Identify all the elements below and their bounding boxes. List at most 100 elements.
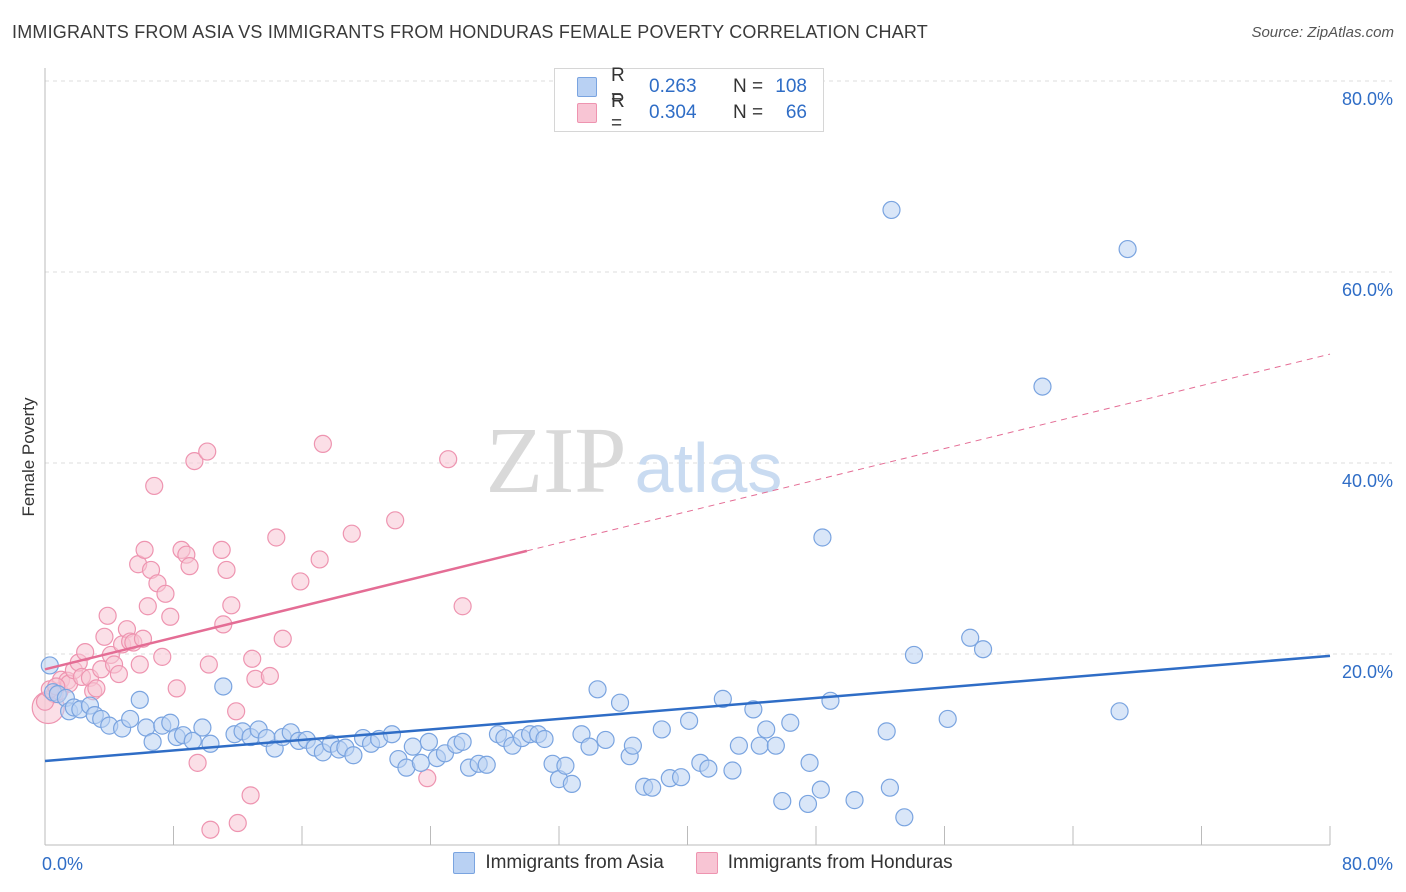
- honduras-point: [135, 540, 154, 560]
- honduras-point: [342, 524, 361, 543]
- honduras-point: [198, 442, 217, 461]
- asia-point: [813, 528, 832, 547]
- axes: [44, 68, 1331, 846]
- asia-point: [1118, 239, 1137, 259]
- r-value: 0.263: [649, 76, 697, 97]
- asia-point: [201, 734, 220, 753]
- honduras-point: [98, 606, 117, 625]
- legend-row-honduras: R = 0.304 N = 66: [577, 91, 807, 134]
- asia-point: [750, 736, 769, 755]
- tick-labels: 20.0% 40.0% 60.0% 80.0% 0.0% 80.0%: [42, 89, 1393, 874]
- y-tick-label: 80.0%: [1342, 89, 1393, 109]
- honduras-point: [227, 702, 246, 721]
- asia-point: [453, 732, 472, 751]
- honduras-point: [273, 629, 292, 648]
- asia-point: [811, 780, 830, 799]
- asia-point: [596, 730, 615, 750]
- asia-point: [961, 628, 980, 647]
- asia-point: [877, 722, 896, 741]
- asia-point: [556, 756, 575, 775]
- asia-point: [781, 713, 800, 732]
- legend-row-asia: R = 0.263 N = 108: [577, 65, 807, 108]
- asia-point: [845, 791, 864, 810]
- n-label: N =: [733, 102, 764, 123]
- asia-point: [411, 753, 430, 772]
- series-legend: Immigrants from Asia Immigrants from Hon…: [0, 852, 1406, 874]
- asia-point: [723, 761, 742, 780]
- honduras-swatch: [577, 103, 597, 123]
- n-value: 108: [775, 76, 807, 97]
- honduras-trend-line: [44, 549, 528, 671]
- y-tick-label: 60.0%: [1342, 280, 1393, 300]
- honduras-point: [201, 820, 220, 839]
- honduras-point: [180, 557, 199, 576]
- honduras-point: [243, 649, 262, 668]
- source-label: Source: ZipAtlas.com: [1251, 24, 1394, 41]
- asia-point: [143, 732, 162, 751]
- asia-point: [744, 700, 763, 719]
- asia-point: [130, 690, 149, 709]
- asia-point: [713, 689, 732, 708]
- asia-point: [1110, 702, 1129, 721]
- honduras-point: [418, 769, 437, 788]
- honduras-point: [188, 753, 207, 772]
- honduras-point: [199, 655, 218, 674]
- asia-point: [699, 759, 718, 778]
- asia-point: [821, 691, 840, 710]
- honduras-point: [95, 627, 114, 646]
- honduras-point: [109, 664, 128, 684]
- asia-point: [214, 677, 233, 696]
- honduras-point: [453, 597, 472, 616]
- legend-label-asia: Immigrants from Asia: [485, 852, 664, 873]
- honduras-point: [167, 679, 186, 698]
- asia-point: [580, 737, 599, 756]
- honduras-point: [217, 560, 236, 580]
- asia-point: [671, 768, 691, 787]
- honduras-point: [138, 597, 157, 616]
- asia-point: [882, 200, 901, 220]
- asia-point: [766, 736, 785, 755]
- honduras-point: [386, 511, 405, 530]
- honduras-series: [31, 434, 472, 839]
- asia-point: [652, 720, 671, 739]
- asia-point: [938, 709, 957, 729]
- honduras-point: [439, 450, 458, 469]
- honduras-point: [313, 434, 332, 453]
- honduras-point: [291, 572, 310, 591]
- honduras-point: [267, 528, 286, 547]
- asia-point: [344, 746, 363, 765]
- honduras-point: [310, 550, 329, 569]
- asia-trend-line: [44, 654, 1331, 763]
- honduras-point: [185, 451, 204, 471]
- asia-point: [773, 791, 792, 811]
- asia-series: [40, 200, 1137, 827]
- grid-lines: [45, 80, 1392, 655]
- asia-swatch: [577, 77, 597, 97]
- honduras-point: [145, 476, 164, 496]
- asia-point: [121, 709, 140, 729]
- asia-point: [193, 718, 212, 737]
- y-tick-label: 40.0%: [1342, 471, 1393, 491]
- r-value: 0.304: [649, 102, 697, 123]
- legend-item-asia: Immigrants from Asia: [453, 852, 664, 874]
- y-tick-label: 20.0%: [1342, 662, 1393, 682]
- honduras-point: [241, 786, 260, 805]
- asia-point: [798, 794, 818, 814]
- honduras-point: [161, 607, 180, 626]
- trend-lines: [44, 353, 1331, 763]
- honduras-swatch: [695, 852, 718, 874]
- r-label: R =: [611, 65, 625, 108]
- honduras-point: [87, 679, 106, 698]
- honduras-point: [222, 596, 241, 615]
- asia-point: [623, 736, 642, 755]
- asia-point: [757, 720, 776, 739]
- asia-point: [973, 640, 993, 659]
- asia-point: [729, 736, 749, 755]
- asia-point: [895, 808, 914, 827]
- asia-point: [904, 645, 924, 665]
- honduras-trend-extension: [526, 353, 1331, 552]
- asia-point: [880, 778, 899, 797]
- honduras-point: [153, 647, 172, 666]
- honduras-point: [260, 666, 279, 686]
